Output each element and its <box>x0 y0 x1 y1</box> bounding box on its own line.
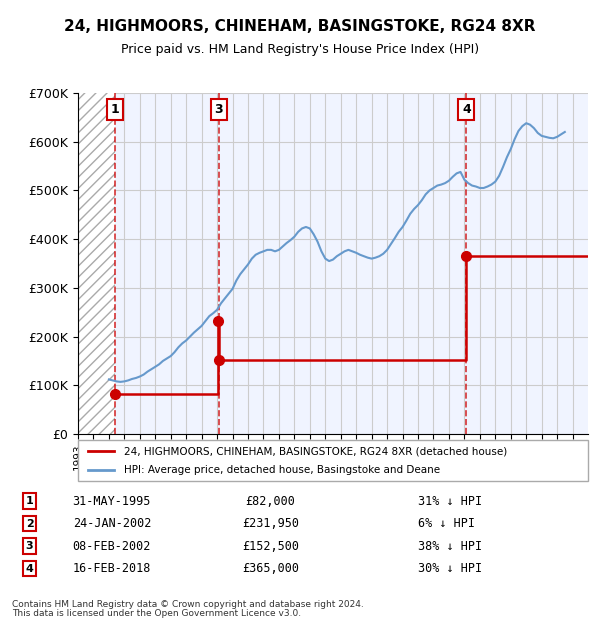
Text: 24, HIGHMOORS, CHINEHAM, BASINGSTOKE, RG24 8XR (detached house): 24, HIGHMOORS, CHINEHAM, BASINGSTOKE, RG… <box>124 446 507 456</box>
Bar <box>78 93 115 434</box>
Text: Price paid vs. HM Land Registry's House Price Index (HPI): Price paid vs. HM Land Registry's House … <box>121 43 479 56</box>
Text: 31% ↓ HPI: 31% ↓ HPI <box>418 495 482 508</box>
Text: £82,000: £82,000 <box>245 495 296 508</box>
FancyBboxPatch shape <box>78 440 588 480</box>
Text: Contains HM Land Registry data © Crown copyright and database right 2024.: Contains HM Land Registry data © Crown c… <box>12 600 364 609</box>
Text: 3: 3 <box>26 541 34 551</box>
Text: 24-JAN-2002: 24-JAN-2002 <box>73 517 151 530</box>
Text: 16-FEB-2018: 16-FEB-2018 <box>73 562 151 575</box>
Text: 1: 1 <box>111 103 119 116</box>
Text: 31-MAY-1995: 31-MAY-1995 <box>73 495 151 508</box>
Text: 4: 4 <box>26 564 34 574</box>
Text: £152,500: £152,500 <box>242 539 299 552</box>
Text: £231,950: £231,950 <box>242 517 299 530</box>
Text: 30% ↓ HPI: 30% ↓ HPI <box>418 562 482 575</box>
Text: 24, HIGHMOORS, CHINEHAM, BASINGSTOKE, RG24 8XR: 24, HIGHMOORS, CHINEHAM, BASINGSTOKE, RG… <box>64 19 536 33</box>
Text: This data is licensed under the Open Government Licence v3.0.: This data is licensed under the Open Gov… <box>12 609 301 618</box>
Text: 6% ↓ HPI: 6% ↓ HPI <box>418 517 475 530</box>
Text: 38% ↓ HPI: 38% ↓ HPI <box>418 539 482 552</box>
Text: 4: 4 <box>462 103 471 116</box>
Text: 3: 3 <box>214 103 223 116</box>
Text: 1: 1 <box>26 496 34 506</box>
Text: 2: 2 <box>26 518 34 528</box>
Text: HPI: Average price, detached house, Basingstoke and Deane: HPI: Average price, detached house, Basi… <box>124 466 440 476</box>
Text: £365,000: £365,000 <box>242 562 299 575</box>
Text: 08-FEB-2002: 08-FEB-2002 <box>73 539 151 552</box>
